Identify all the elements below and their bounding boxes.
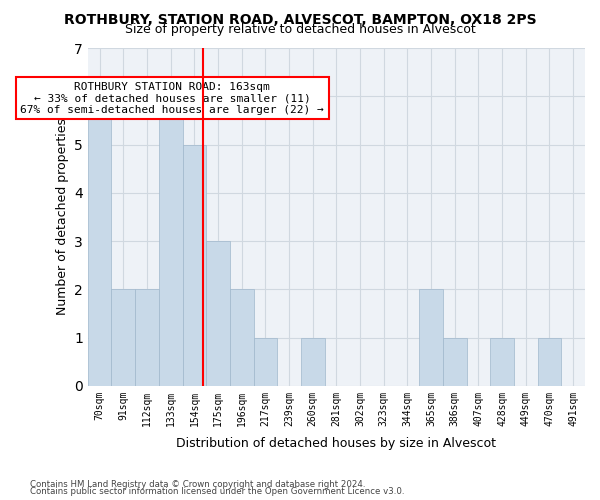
Bar [490,338,514,386]
Bar [230,290,254,386]
X-axis label: Distribution of detached houses by size in Alvescot: Distribution of detached houses by size … [176,437,496,450]
Bar [301,338,325,386]
Bar [538,338,562,386]
Text: Contains HM Land Registry data © Crown copyright and database right 2024.: Contains HM Land Registry data © Crown c… [30,480,365,489]
Bar [88,96,112,386]
Bar [159,96,182,386]
Text: ROTHBURY STATION ROAD: 163sqm
← 33% of detached houses are smaller (11)
67% of s: ROTHBURY STATION ROAD: 163sqm ← 33% of d… [20,82,324,115]
Y-axis label: Number of detached properties: Number of detached properties [56,118,68,316]
Bar [112,290,135,386]
Bar [182,144,206,386]
Bar [443,338,467,386]
Bar [135,290,159,386]
Text: Contains public sector information licensed under the Open Government Licence v3: Contains public sector information licen… [30,487,404,496]
Text: Size of property relative to detached houses in Alvescot: Size of property relative to detached ho… [125,22,475,36]
Bar [254,338,277,386]
Bar [206,241,230,386]
Text: ROTHBURY, STATION ROAD, ALVESCOT, BAMPTON, OX18 2PS: ROTHBURY, STATION ROAD, ALVESCOT, BAMPTO… [64,12,536,26]
Bar [419,290,443,386]
